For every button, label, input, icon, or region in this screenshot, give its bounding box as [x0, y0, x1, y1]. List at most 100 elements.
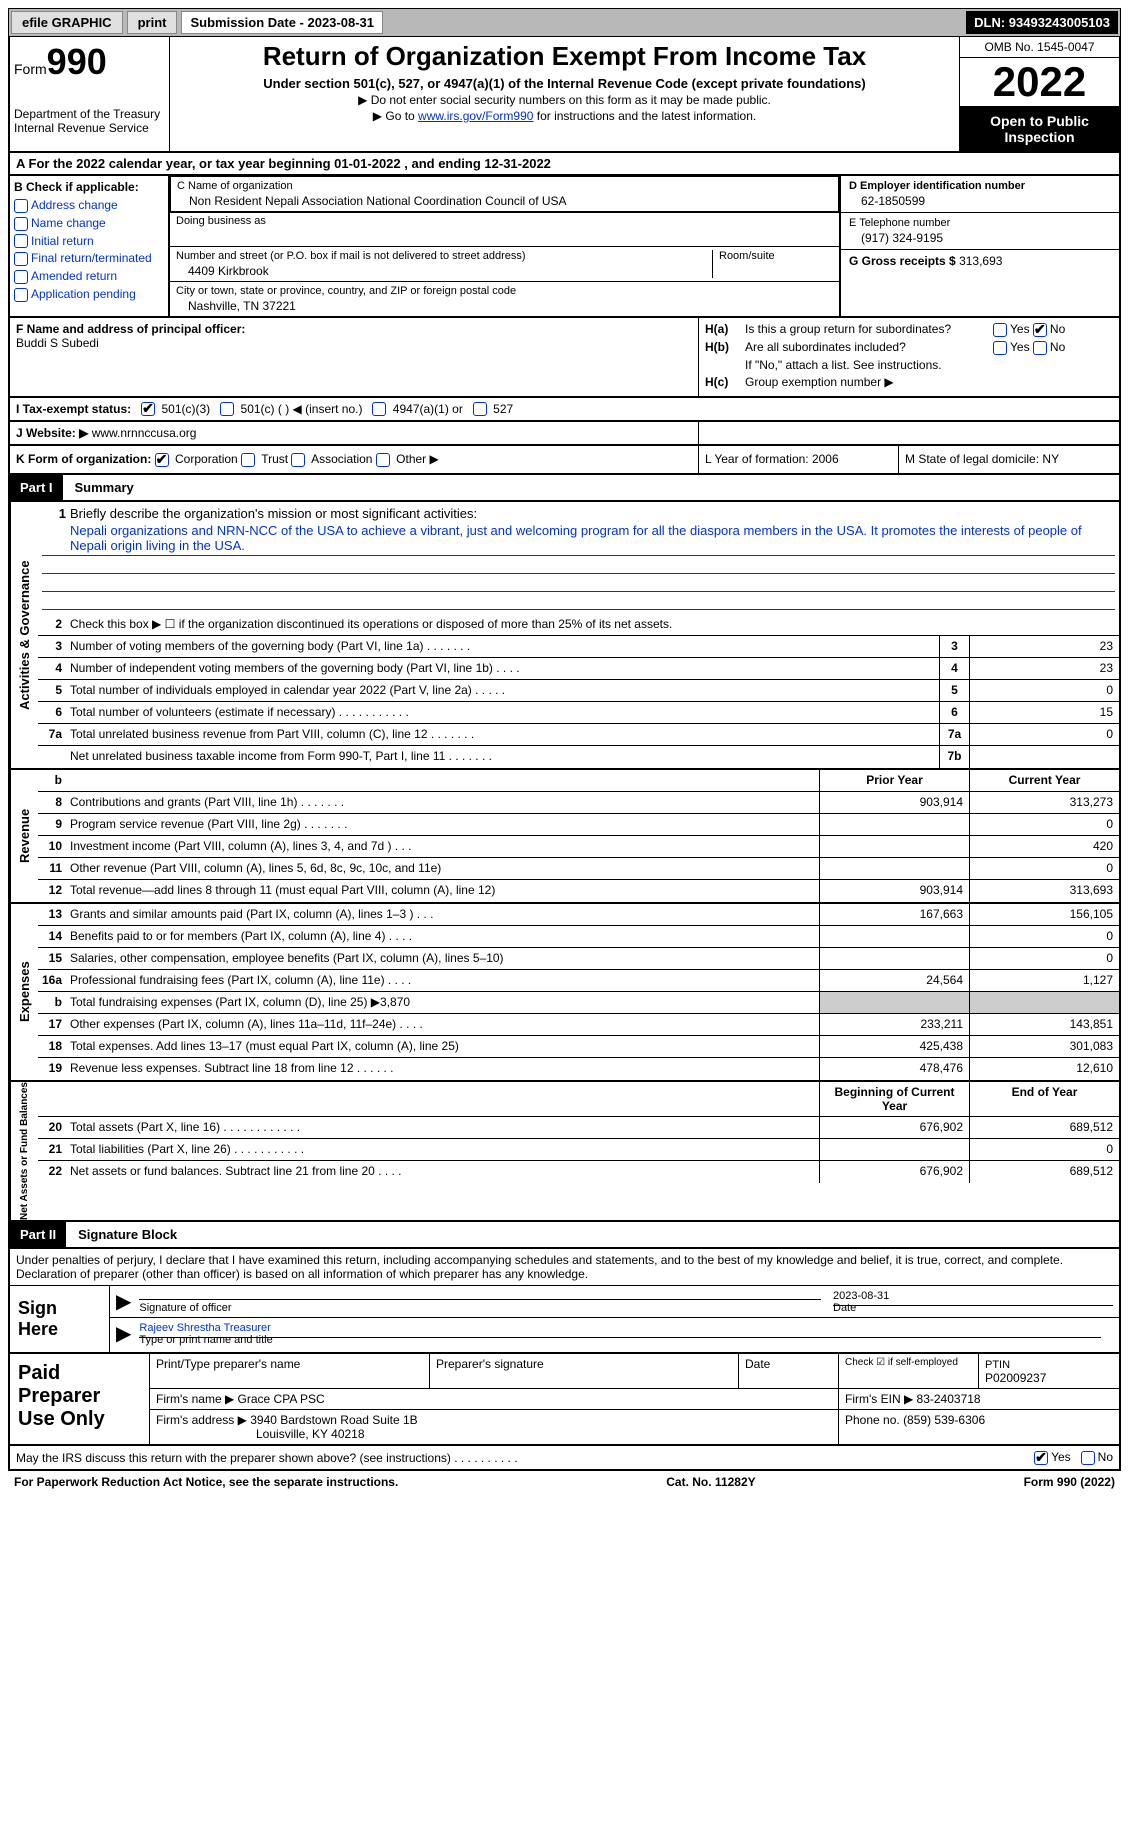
- org-name: Non Resident Nepali Association National…: [177, 194, 832, 208]
- line1-label: Briefly describe the organization's miss…: [70, 506, 477, 521]
- table-row: 21Total liabilities (Part X, line 26) . …: [38, 1139, 1119, 1161]
- check-pending[interactable]: Application pending: [14, 287, 164, 302]
- open-inspection: Open to Public Inspection: [960, 107, 1119, 151]
- note-ssn: ▶ Do not enter social security numbers o…: [174, 93, 955, 107]
- part2-title: Signature Block: [66, 1227, 177, 1242]
- part1-title: Summary: [63, 480, 134, 495]
- check-address[interactable]: Address change: [14, 198, 164, 213]
- state-domicile: M State of legal domicile: NY: [899, 446, 1119, 473]
- gross-label: G Gross receipts $: [849, 254, 956, 268]
- preparer-section: Paid Preparer Use Only Print/Type prepar…: [8, 1354, 1121, 1446]
- declaration-text: Under penalties of perjury, I declare th…: [10, 1249, 1119, 1286]
- hb-note: If "No," attach a list. See instructions…: [745, 358, 1113, 372]
- sig-officer-label: Signature of officer: [139, 1299, 821, 1314]
- part1-header: Part I: [10, 475, 63, 500]
- table-row: Net unrelated business taxable income fr…: [38, 746, 1119, 768]
- table-row: 20Total assets (Part X, line 16) . . . .…: [38, 1117, 1119, 1139]
- street-value: 4409 Kirkbrook: [176, 264, 706, 278]
- sign-here-label: Sign Here: [10, 1286, 110, 1352]
- officer-name: Buddi S Subedi: [16, 336, 692, 350]
- preparer-label: Paid Preparer Use Only: [10, 1354, 150, 1444]
- table-row: 22Net assets or fund balances. Subtract …: [38, 1161, 1119, 1183]
- summary-expenses: Expenses 13Grants and similar amounts pa…: [8, 904, 1121, 1082]
- submission-date: Submission Date - 2023-08-31: [181, 11, 383, 34]
- footer-right: Form 990 (2022): [1024, 1475, 1115, 1489]
- prep-name-label: Print/Type preparer's name: [150, 1354, 430, 1388]
- phone-value: (917) 324-9195: [849, 231, 1111, 245]
- check-name[interactable]: Name change: [14, 216, 164, 231]
- info-grid: B Check if applicable: Address change Na…: [8, 176, 1121, 318]
- table-row: 12Total revenue—add lines 8 through 11 (…: [38, 880, 1119, 902]
- print-button[interactable]: print: [127, 11, 178, 34]
- table-row: 8Contributions and grants (Part VIII, li…: [38, 792, 1119, 814]
- discuss-row: May the IRS discuss this return with the…: [8, 1446, 1121, 1471]
- prep-self-check: Check ☑ if self-employed: [839, 1354, 979, 1388]
- date-label: Date: [833, 1302, 856, 1314]
- city-value: Nashville, TN 37221: [176, 299, 833, 313]
- firm-addr2: Louisville, KY 40218: [156, 1427, 365, 1441]
- table-row: 4Number of independent voting members of…: [38, 658, 1119, 680]
- table-row: 15Salaries, other compensation, employee…: [38, 948, 1119, 970]
- footer-left: For Paperwork Reduction Act Notice, see …: [14, 1475, 398, 1489]
- part2-header: Part II: [10, 1222, 66, 1247]
- dba-label: Doing business as: [176, 215, 833, 227]
- page-footer: For Paperwork Reduction Act Notice, see …: [8, 1471, 1121, 1493]
- ein-label: D Employer identification number: [849, 180, 1111, 192]
- vtab-governance: Activities & Governance: [10, 502, 38, 768]
- website-row: J Website: ▶ www.nrnnccusa.org: [8, 422, 1121, 446]
- fgh-section: F Name and address of principal officer:…: [8, 318, 1121, 398]
- ha-label: H(a): [705, 322, 745, 336]
- street-label: Number and street (or P.O. box if mail i…: [176, 250, 706, 262]
- form-header: Form990 Department of the Treasury Inter…: [8, 37, 1121, 153]
- table-row: 13Grants and similar amounts paid (Part …: [38, 904, 1119, 926]
- summary-revenue: Revenue bPrior YearCurrent Year 8Contrib…: [8, 770, 1121, 904]
- phone-label: E Telephone number: [849, 217, 1111, 229]
- ein-value: 62-1850599: [849, 194, 1111, 208]
- website-url: www.nrnnccusa.org: [92, 426, 197, 440]
- klm-row: K Form of organization: Corporation Trus…: [8, 446, 1121, 475]
- table-row: 10Investment income (Part VIII, column (…: [38, 836, 1119, 858]
- check-final[interactable]: Final return/terminated: [14, 251, 164, 266]
- tax-status-row: I Tax-exempt status: 501(c)(3) 501(c) ( …: [8, 398, 1121, 423]
- prep-date-label: Date: [739, 1354, 839, 1388]
- table-row: bTotal fundraising expenses (Part IX, co…: [38, 992, 1119, 1014]
- form-title: Return of Organization Exempt From Incom…: [174, 41, 955, 72]
- col-b-label: B Check if applicable:: [14, 180, 164, 194]
- prep-sig-label: Preparer's signature: [430, 1354, 739, 1388]
- table-row: 3Number of voting members of the governi…: [38, 636, 1119, 658]
- summary-governance: Activities & Governance 1Briefly describ…: [8, 502, 1121, 770]
- vtab-netassets: Net Assets or Fund Balances: [10, 1082, 38, 1220]
- irs-link[interactable]: www.irs.gov/Form990: [418, 109, 533, 123]
- summary-netassets: Net Assets or Fund Balances Beginning of…: [8, 1082, 1121, 1222]
- footer-mid: Cat. No. 11282Y: [666, 1475, 755, 1489]
- check-amended[interactable]: Amended return: [14, 269, 164, 284]
- efile-label: efile GRAPHIC: [11, 11, 123, 34]
- city-label: City or town, state or province, country…: [176, 285, 833, 297]
- firm-name: Grace CPA PSC: [238, 1392, 325, 1406]
- hb-text: Are all subordinates included?: [745, 340, 993, 354]
- table-row: 19Revenue less expenses. Subtract line 1…: [38, 1058, 1119, 1080]
- org-name-label: C Name of organization: [177, 180, 832, 192]
- line2-text: Check this box ▶ ☐ if the organization d…: [66, 614, 1119, 635]
- table-row: 16aProfessional fundraising fees (Part I…: [38, 970, 1119, 992]
- hc-label: H(c): [705, 375, 745, 389]
- vtab-expenses: Expenses: [10, 904, 38, 1080]
- firm-phone: (859) 539-6306: [903, 1413, 985, 1427]
- dept-label: Department of the Treasury: [14, 107, 165, 121]
- name-title-label: Type or print name and title: [139, 1334, 272, 1346]
- irs-label: Internal Revenue Service: [14, 121, 165, 135]
- table-row: 14Benefits paid to or for members (Part …: [38, 926, 1119, 948]
- room-label: Room/suite: [719, 250, 833, 262]
- tax-year: 2022: [960, 58, 1119, 107]
- table-row: 18Total expenses. Add lines 13–17 (must …: [38, 1036, 1119, 1058]
- dln-label: DLN: 93493243005103: [966, 11, 1118, 34]
- vtab-revenue: Revenue: [10, 770, 38, 902]
- ha-text: Is this a group return for subordinates?: [745, 322, 993, 336]
- check-initial[interactable]: Initial return: [14, 234, 164, 249]
- firm-ein: 83-2403718: [917, 1392, 981, 1406]
- table-row: 7aTotal unrelated business revenue from …: [38, 724, 1119, 746]
- top-toolbar: efile GRAPHIC print Submission Date - 20…: [8, 8, 1121, 37]
- section-a-period: A For the 2022 calendar year, or tax yea…: [8, 153, 1121, 176]
- form-number: Form990: [14, 41, 165, 83]
- hc-text: Group exemption number ▶: [745, 375, 1113, 389]
